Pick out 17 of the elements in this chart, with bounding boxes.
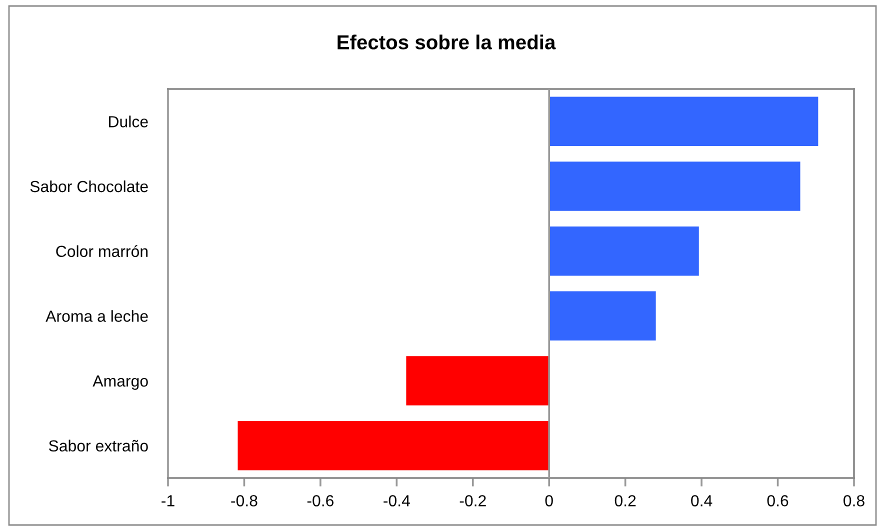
x-tick-label: -0.8 xyxy=(231,495,258,506)
x-tick-label: 0.2 xyxy=(614,495,636,506)
x-tick-label: 0 xyxy=(545,495,553,506)
x-tick-label: -0.2 xyxy=(460,495,486,506)
y-tick-label: Color marrón xyxy=(56,245,148,258)
x-tick-label: 0.4 xyxy=(691,495,712,506)
y-tick-label: Aroma a leche xyxy=(46,310,148,322)
x-tick-label: 0.8 xyxy=(844,495,864,506)
y-tick-label: Sabor extraño xyxy=(48,440,148,452)
chart-title: Efectos sobre la media xyxy=(338,34,556,50)
x-tick-label: -0.6 xyxy=(307,495,334,506)
y-tick-label: Amargo xyxy=(92,376,148,390)
y-tick-label: Sabor Chocolate xyxy=(30,180,148,192)
x-tick-label: -0.4 xyxy=(384,495,410,506)
y-tick-label: Dulce xyxy=(109,116,148,128)
x-tick-label: -1 xyxy=(162,495,174,506)
x-tick-label: 0.6 xyxy=(767,495,788,506)
